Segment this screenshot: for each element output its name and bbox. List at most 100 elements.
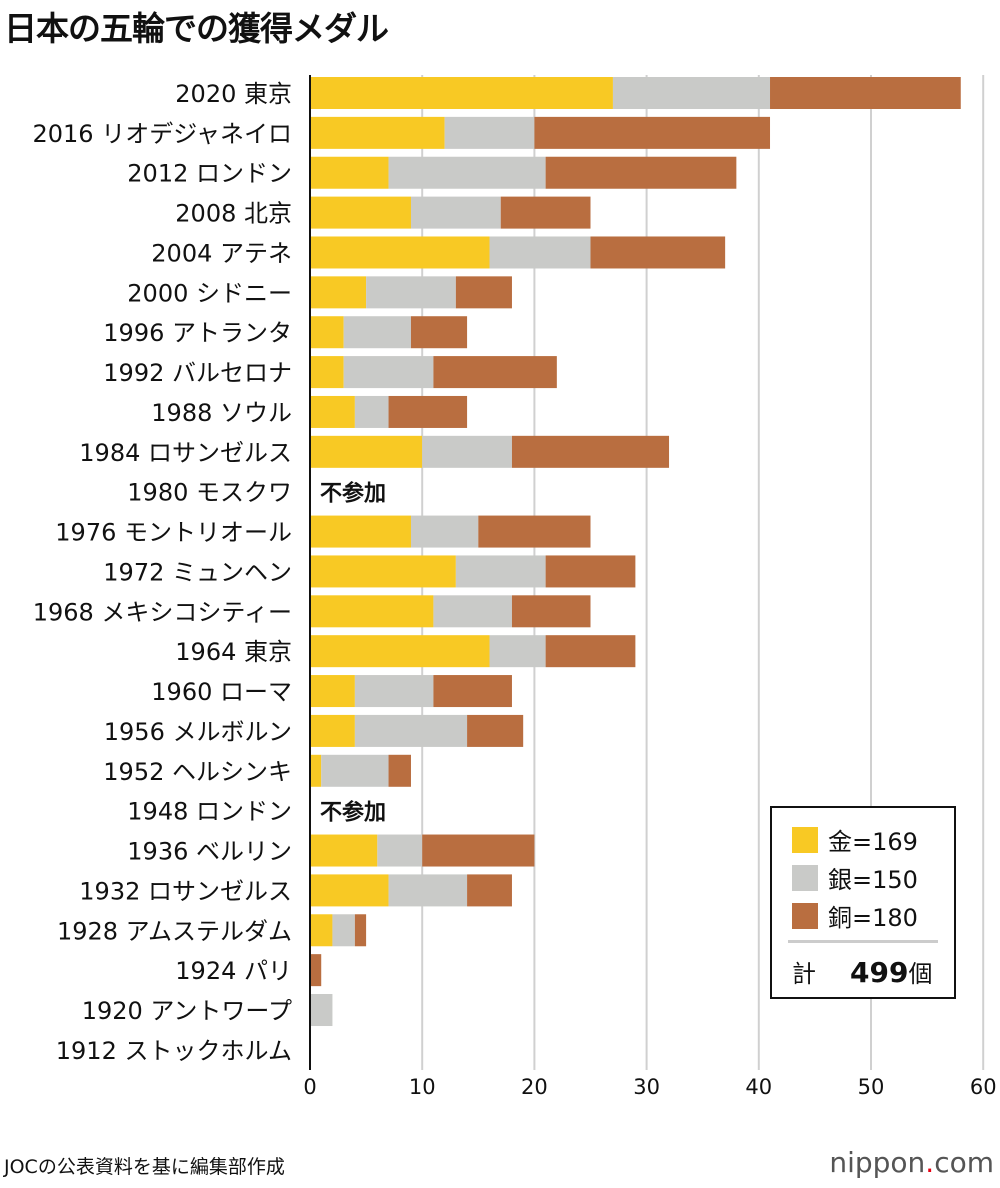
bar-segment-gold <box>310 555 456 588</box>
category-label: 2012 ロンドン <box>127 160 292 188</box>
chart-title: 日本の五輪での獲得メダル <box>4 9 389 48</box>
bar-segment-silver <box>410 196 501 229</box>
bar-segment-gold <box>310 276 367 309</box>
brand-dot: . <box>925 1146 935 1179</box>
category-label: 1964 東京 <box>175 638 292 666</box>
legend-swatch-gold <box>792 826 818 853</box>
x-tick-label: 0 <box>303 1075 316 1099</box>
bar-segment-bronze <box>354 914 367 947</box>
brand-tail: com <box>934 1146 994 1179</box>
category-label: 1988 ソウル <box>151 399 292 427</box>
bar-segment-gold <box>310 316 344 349</box>
x-tick-label: 50 <box>858 1075 885 1099</box>
brand-main: nippon <box>829 1146 926 1179</box>
bar-segment-gold <box>310 754 322 787</box>
bar-segment-bronze <box>511 435 670 468</box>
bar-segment-silver <box>377 834 423 867</box>
bar-segment-gold <box>310 196 411 229</box>
category-label: 1992 バルセロナ <box>103 359 292 387</box>
bar-segment-bronze <box>545 156 737 189</box>
bar-segment-gold <box>310 236 490 269</box>
source-note: JOCの公表資料を基に編集部作成 <box>4 1156 285 1178</box>
bar-segment-gold <box>310 395 355 428</box>
bar-segment-bronze <box>590 236 726 269</box>
category-label: 1912 ストックホルム <box>56 1037 292 1065</box>
legend-gold: 金=169 <box>792 822 918 857</box>
x-tick-label: 30 <box>633 1075 660 1099</box>
bar-segment-silver <box>422 435 512 468</box>
category-label: 1972 ミュンヘン <box>103 558 292 586</box>
legend-swatch-silver <box>792 864 818 891</box>
category-label: 1952 ヘルシンキ <box>103 758 292 786</box>
category-label: 1980 モスクワ <box>127 479 292 507</box>
bar-segment-gold <box>310 714 355 747</box>
bar-segment-bronze <box>478 515 591 548</box>
total-unit: 個 <box>908 960 933 988</box>
bar-segment-bronze <box>388 754 411 787</box>
bar-segment-bronze <box>534 116 771 149</box>
legend-swatch-bronze <box>792 902 818 929</box>
bar-segment-bronze <box>422 834 535 867</box>
bar-segment-bronze <box>511 595 591 628</box>
not-participating-label: 不参加 <box>320 800 386 826</box>
category-label: 2016 リオデジャネイロ <box>32 120 292 148</box>
category-label: 1968 メキシコシティー <box>33 598 292 626</box>
bar-segment-silver <box>612 77 771 109</box>
legend-label-gold: 金=169 <box>828 828 918 856</box>
bar-segment-bronze <box>545 635 636 668</box>
bar-segment-silver <box>343 356 434 389</box>
category-label: 1996 アトランタ <box>103 319 292 347</box>
category-label: 1956 メルボルン <box>104 718 292 746</box>
bar-segment-gold <box>310 77 613 109</box>
bar-segment-silver <box>433 595 512 628</box>
bar-segment-silver <box>321 754 389 787</box>
bar-segment-gold <box>310 874 389 907</box>
bar-segment-silver <box>489 236 591 269</box>
category-label: 1936 ベルリン <box>127 838 292 866</box>
bar-segment-silver <box>354 714 468 747</box>
legend-divider <box>788 940 938 943</box>
bar-segment-gold <box>310 156 389 189</box>
category-label: 1960 ローマ <box>151 678 292 706</box>
bar-segment-bronze <box>455 276 512 309</box>
category-label: 2000 シドニー <box>127 279 292 307</box>
legend-total: 計 499 個 <box>792 954 942 989</box>
legend-label-silver: 銀=150 <box>828 866 918 894</box>
bar-segment-silver <box>388 156 546 189</box>
bar-segment-silver <box>354 675 434 708</box>
category-label: 2004 アテネ <box>151 239 292 267</box>
bar-segment-gold <box>310 834 378 867</box>
bar-segment-silver <box>489 635 546 668</box>
category-label: 1984 ロサンゼルス <box>79 439 292 467</box>
bar-segment-gold <box>310 914 333 947</box>
legend-bronze: 銅=180 <box>792 898 918 933</box>
bar-segment-gold <box>310 116 445 149</box>
bar-segment-silver <box>410 515 479 548</box>
bar-segment-silver <box>354 395 389 428</box>
x-tick-label: 40 <box>745 1075 772 1099</box>
legend: 金=169 銀=150 銅=180 計 499 個 <box>770 806 956 999</box>
bar-segment-gold <box>310 635 490 668</box>
category-label: 2008 北京 <box>175 200 292 228</box>
legend-label-bronze: 銅=180 <box>828 904 918 932</box>
bar-segment-silver <box>366 276 456 309</box>
bar-segment-bronze <box>388 395 468 428</box>
total-label: 計 <box>792 960 816 988</box>
category-label: 2020 東京 <box>175 80 292 108</box>
bar-segment-bronze <box>433 356 557 389</box>
bar-segment-bronze <box>467 874 512 907</box>
bar-segment-bronze <box>310 954 322 987</box>
bar-segment-gold <box>310 675 355 708</box>
bar-segment-silver <box>343 316 411 349</box>
bar-segment-gold <box>310 356 344 389</box>
x-tick-label: 10 <box>409 1075 436 1099</box>
legend-silver: 銀=150 <box>792 860 918 895</box>
total-value: 499 <box>850 956 909 989</box>
category-label: 1976 モントリオール <box>55 519 292 547</box>
bar-segment-silver <box>332 914 355 947</box>
bar-segment-bronze <box>467 714 524 747</box>
x-tick-label: 20 <box>521 1075 548 1099</box>
category-label: 1948 ロンドン <box>127 798 292 826</box>
bar-segment-bronze <box>410 316 468 349</box>
